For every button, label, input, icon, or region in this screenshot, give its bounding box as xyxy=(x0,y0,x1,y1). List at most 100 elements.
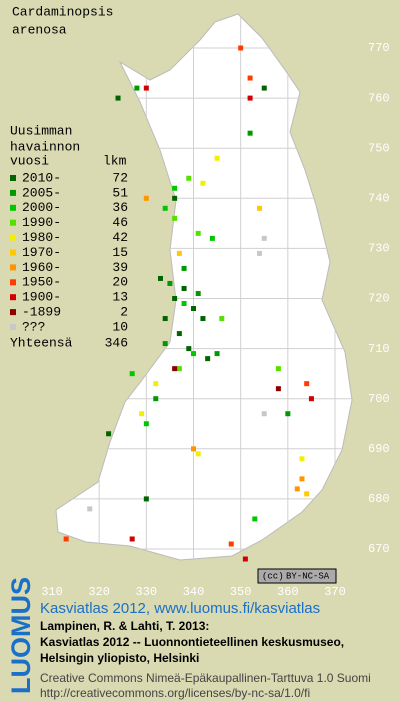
observation xyxy=(228,541,234,547)
observation xyxy=(162,316,168,322)
observation xyxy=(214,155,220,161)
observation xyxy=(294,486,300,492)
observation xyxy=(153,396,159,402)
legend-swatch xyxy=(10,249,16,256)
y-tick-label: 750 xyxy=(368,141,390,155)
legend-label: 1900- xyxy=(22,290,61,305)
species-title: Cardaminopsis xyxy=(12,4,113,19)
y-tick-label: 720 xyxy=(368,292,390,306)
legend-count: 13 xyxy=(112,290,128,305)
legend-swatch xyxy=(10,309,16,316)
observation xyxy=(134,85,140,91)
observation xyxy=(162,341,168,347)
legend-label: 2010- xyxy=(22,170,61,185)
citation: Helsingin yliopisto, Helsinki xyxy=(40,651,199,665)
legend-label: ??? xyxy=(22,319,45,334)
observation xyxy=(261,85,267,91)
observation xyxy=(191,351,196,357)
observation xyxy=(143,496,149,502)
legend-count: 2 xyxy=(120,305,128,320)
observation xyxy=(285,411,291,417)
observation xyxy=(106,431,112,437)
legend-swatch xyxy=(10,279,16,286)
logo: LUOMUS xyxy=(6,577,36,694)
observation xyxy=(238,45,244,51)
legend-label: 1980- xyxy=(22,230,61,245)
link[interactable]: Kasviatlas 2012, www.luomus.fi/kasviatla… xyxy=(40,600,320,617)
observation xyxy=(261,411,267,417)
license-badge xyxy=(257,568,337,584)
species-title: arenosa xyxy=(12,22,67,37)
y-tick-label: 770 xyxy=(368,41,390,55)
observation xyxy=(63,536,69,542)
observation xyxy=(205,356,211,362)
y-tick-label: 730 xyxy=(368,242,390,256)
y-tick-label: 710 xyxy=(368,342,390,356)
observation xyxy=(299,456,305,462)
legend-heading: Uusimman xyxy=(10,123,72,138)
observation xyxy=(186,346,192,352)
observation xyxy=(172,296,178,301)
observation xyxy=(153,381,159,387)
country-outline xyxy=(55,13,353,561)
observation xyxy=(87,506,93,512)
legend-label: 2005- xyxy=(22,185,61,200)
legend-label: 1960- xyxy=(22,260,61,275)
legend-count: 46 xyxy=(112,215,128,230)
legend-heading: lkm xyxy=(103,153,127,168)
y-tick-label: 680 xyxy=(368,492,390,506)
observation xyxy=(176,331,182,337)
legend-swatch xyxy=(10,234,16,241)
observation xyxy=(181,301,187,307)
observation xyxy=(186,175,192,181)
observation xyxy=(115,95,121,101)
observation xyxy=(157,275,163,281)
legend-count: 10 xyxy=(112,319,128,334)
legend-swatch xyxy=(10,219,16,226)
license: http://creativecommons.org/licenses/by-n… xyxy=(40,686,310,700)
observation xyxy=(242,556,248,562)
cc-symbol: (cc) xyxy=(262,571,284,581)
legend-heading: vuosi xyxy=(10,153,49,168)
x-tick-label: 330 xyxy=(136,585,158,599)
legend-label: 1950- xyxy=(22,275,61,290)
observation xyxy=(139,411,145,417)
observation xyxy=(176,250,182,256)
legend-label: -1899 xyxy=(22,305,61,320)
observation xyxy=(172,366,178,372)
observation xyxy=(275,386,281,392)
legend-label: 1990- xyxy=(22,215,61,230)
observation xyxy=(191,446,196,452)
observation xyxy=(308,396,314,402)
observation xyxy=(172,185,178,191)
observation xyxy=(143,195,149,201)
observation xyxy=(219,316,225,322)
legend-swatch xyxy=(10,324,16,330)
legend-swatch xyxy=(10,294,16,301)
observations xyxy=(63,45,314,562)
observation xyxy=(162,205,168,211)
legend-label: 2000- xyxy=(22,200,61,215)
legend-count: 42 xyxy=(112,230,128,245)
legend-swatch xyxy=(10,264,16,271)
legend-count: 39 xyxy=(112,260,128,275)
observation xyxy=(200,180,206,186)
x-tick-label: 320 xyxy=(88,585,110,599)
legend-label: 1970- xyxy=(22,245,61,260)
license: Creative Commons Nimeä-Epäkaupallinen-Ta… xyxy=(40,671,371,685)
observation xyxy=(129,536,135,542)
observation xyxy=(129,371,135,377)
observation xyxy=(181,265,187,271)
observation xyxy=(143,85,149,91)
observation xyxy=(257,205,263,211)
observation xyxy=(252,516,258,522)
observation xyxy=(247,75,253,81)
legend-count: 72 xyxy=(112,170,128,185)
observation xyxy=(247,130,253,136)
y-tick-label: 690 xyxy=(368,442,390,456)
legend-swatch xyxy=(10,175,16,181)
y-tick-label: 700 xyxy=(368,392,390,406)
citation: Lampinen, R. & Lahti, T. 2013: xyxy=(40,619,209,633)
legend-swatch xyxy=(10,204,16,211)
